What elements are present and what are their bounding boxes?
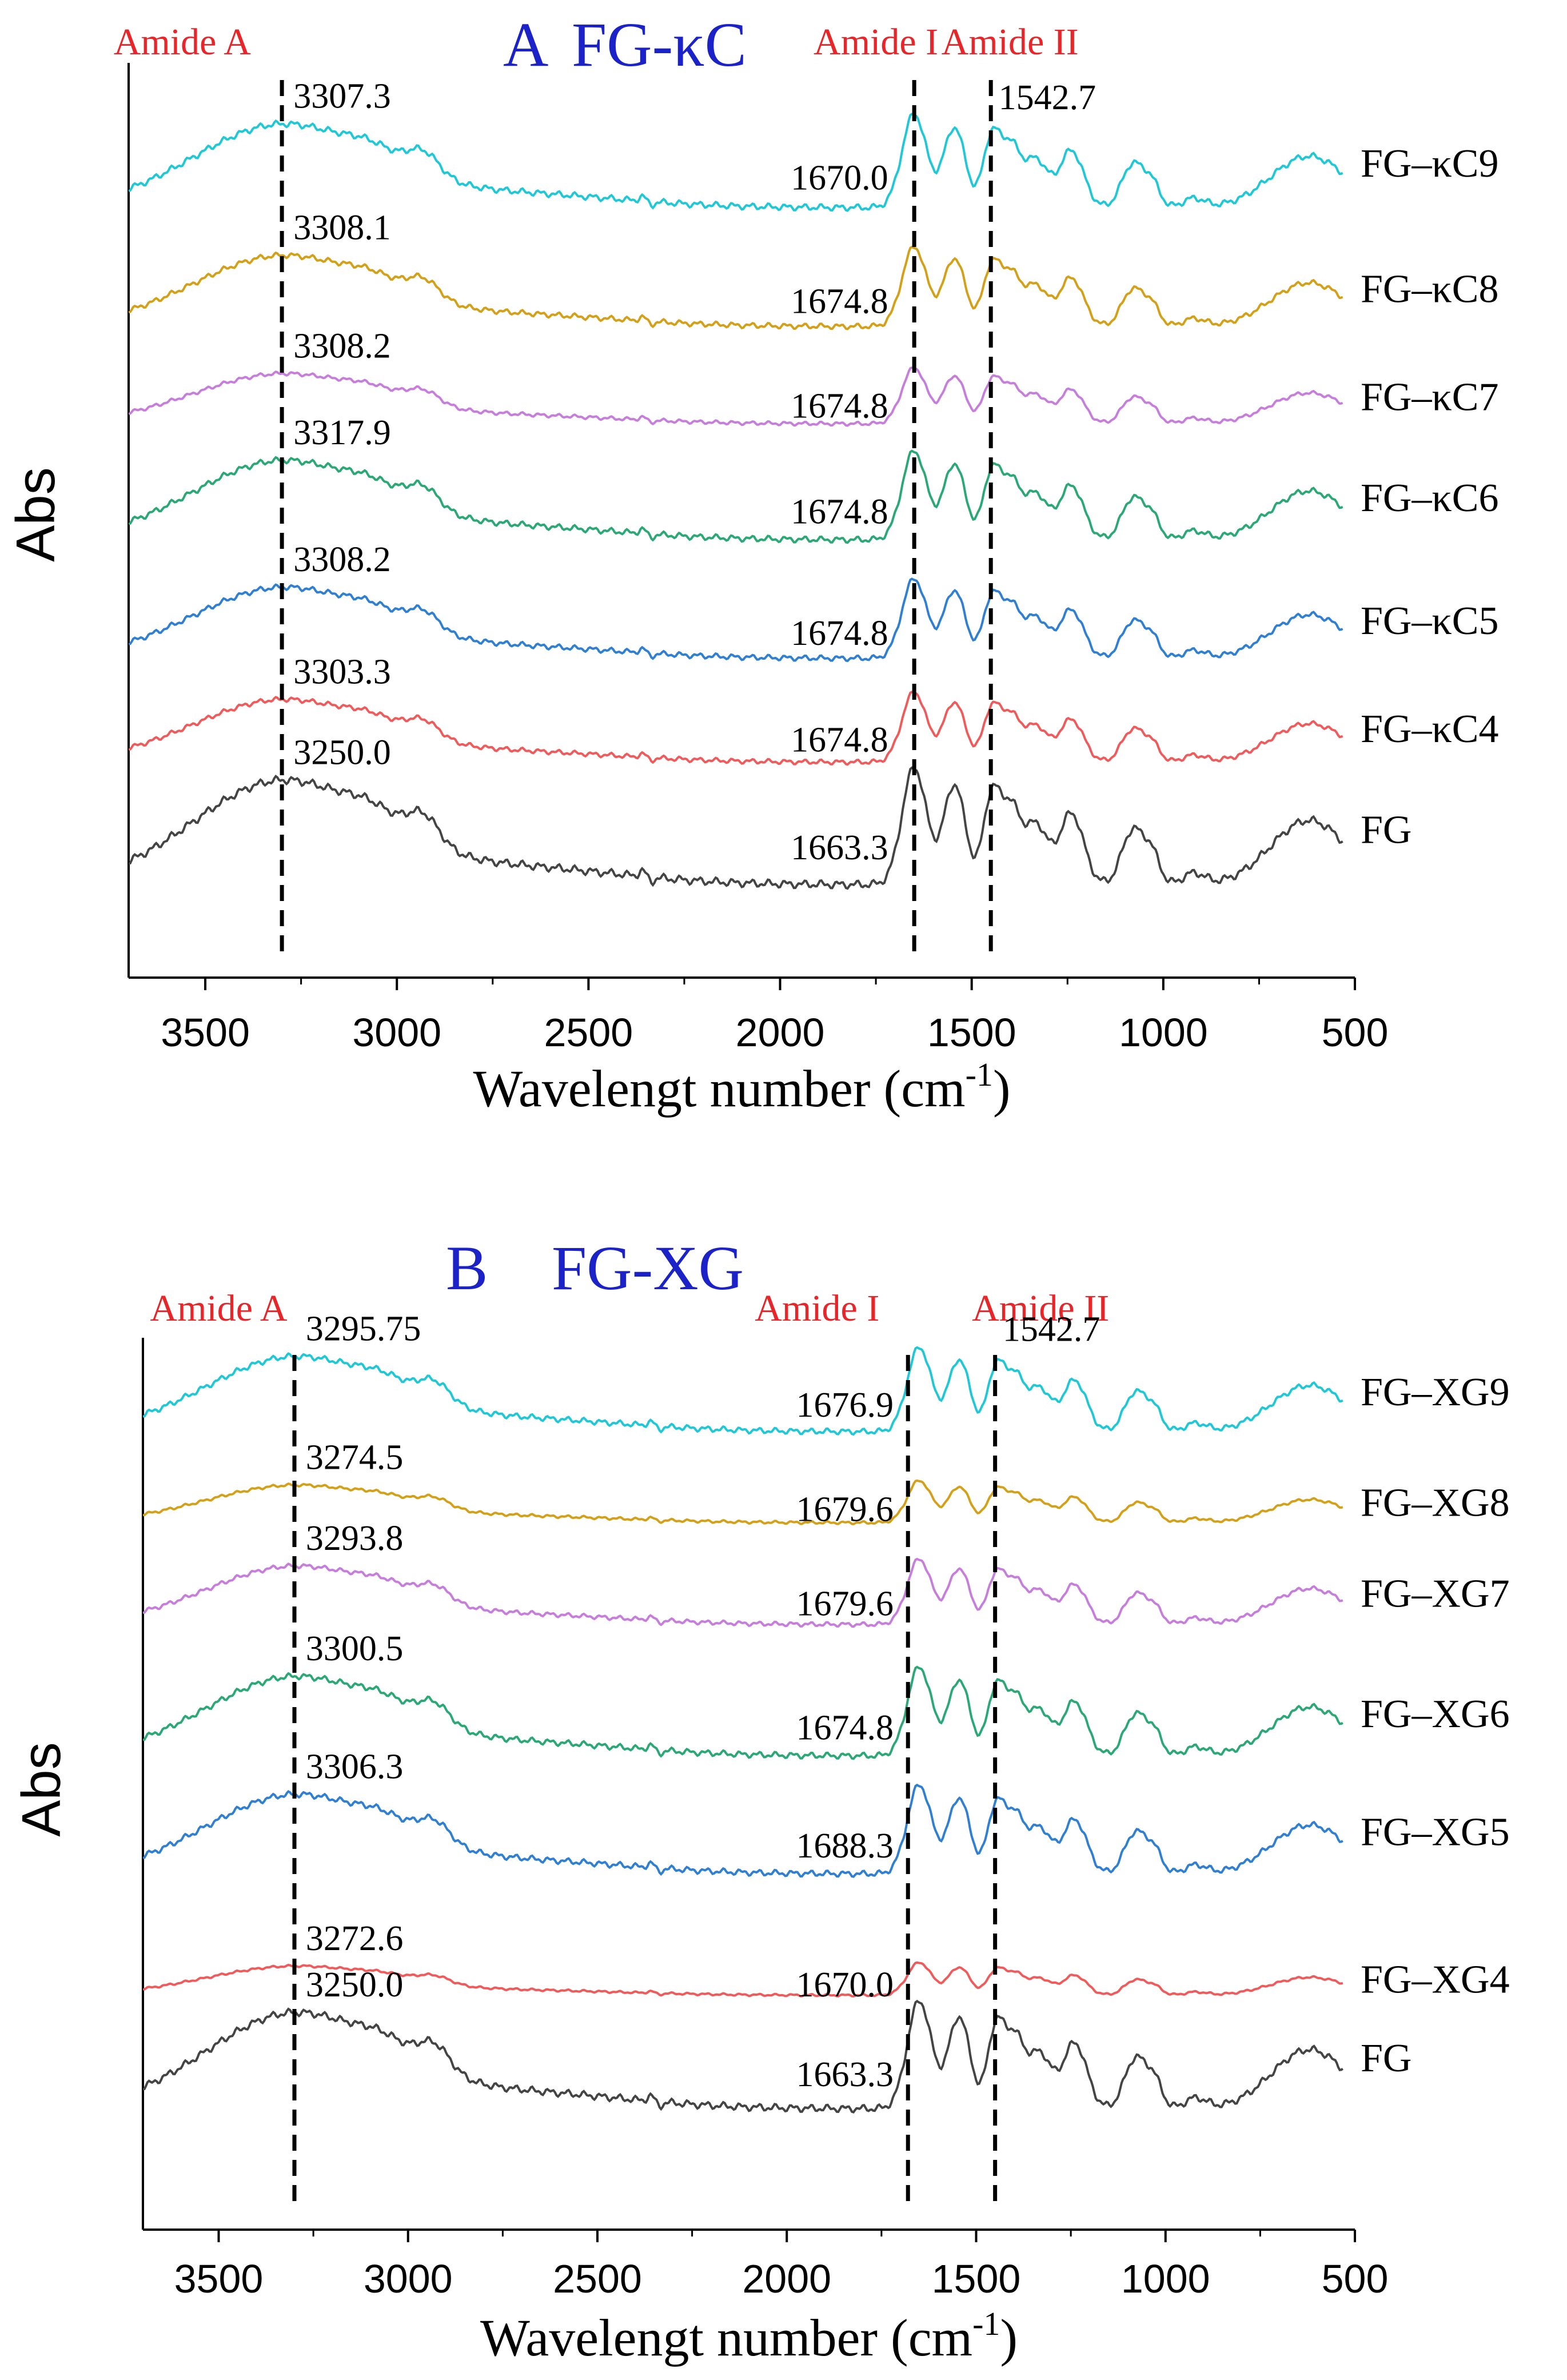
series-label: FG–XG5 <box>1361 1811 1510 1855</box>
series-line <box>142 1999 1343 2114</box>
series-label: FG–κC4 <box>1361 707 1498 751</box>
series-label: FG–κC6 <box>1361 476 1498 520</box>
amide-a-value: 3250.0 <box>293 733 391 772</box>
panel-letter: A <box>503 10 548 79</box>
series-line <box>128 691 1343 766</box>
x-tick-label: 2500 <box>553 2257 642 2301</box>
amide-i-value: 1670.0 <box>796 1966 894 2004</box>
amide-a-value: 3317.9 <box>293 413 391 452</box>
series-line <box>128 449 1343 544</box>
amide-label: Amide I <box>814 21 938 63</box>
series-label: FG <box>1361 2036 1412 2080</box>
amide-ii-value: 1542.7 <box>1003 1310 1101 1349</box>
amide-a-value: 3293.8 <box>306 1519 404 1558</box>
amide-a-value: 3306.3 <box>306 1748 404 1787</box>
amide-ii-value: 1542.7 <box>999 78 1096 117</box>
x-tick-label: 500 <box>1322 2257 1389 2301</box>
series-line <box>128 577 1343 663</box>
series-line <box>142 1479 1343 1525</box>
amide-a-value: 3272.6 <box>306 1919 404 1958</box>
x-tick-label: 2500 <box>544 1010 633 1055</box>
x-tick-label: 3500 <box>174 2257 264 2301</box>
x-tick-label: 3000 <box>364 2257 453 2301</box>
series-label: FG <box>1361 808 1412 852</box>
y-axis-label: Abs <box>11 1742 72 1836</box>
series-label: FG–XG8 <box>1361 1481 1510 1525</box>
amide-i-value: 1674.8 <box>791 492 888 531</box>
x-tick-label: 1000 <box>1119 1010 1208 1055</box>
amide-i-value: 1674.8 <box>791 386 888 425</box>
amide-a-value: 3303.3 <box>293 652 391 691</box>
amide-i-value: 1674.8 <box>791 721 888 760</box>
amide-a-value: 3274.5 <box>306 1438 404 1477</box>
series-line <box>142 1783 1343 1878</box>
series-line <box>142 1961 1343 1998</box>
series-label: FG–XG4 <box>1361 1958 1510 2002</box>
amide-a-value: 3308.1 <box>293 209 391 248</box>
amide-label: Amide I <box>755 1287 879 1329</box>
amide-a-value: 3307.3 <box>293 77 391 116</box>
series-label: FG–XG7 <box>1361 1572 1510 1616</box>
series-label: FG–XG9 <box>1361 1370 1510 1414</box>
panel-a: 3500 3000 2500 2000 1500 1000 500 Wavelengt num… <box>5 10 1498 1118</box>
x-tick-label: 2000 <box>736 1010 825 1055</box>
series-line <box>142 1665 1343 1760</box>
x-tick-label: 500 <box>1322 1010 1389 1055</box>
amide-i-value: 1674.8 <box>796 1708 894 1747</box>
series-line <box>128 366 1343 427</box>
amide-i-value: 1679.6 <box>796 1490 894 1529</box>
panel-letter: B <box>446 1233 488 1303</box>
x-tick-label: 1500 <box>927 1010 1016 1055</box>
panel-b: 3500 3000 2500 2000 1500 1000 500 Wavelengt num… <box>11 1233 1510 2367</box>
amide-label: Amide A <box>150 1287 287 1329</box>
amide-i-value: 1674.8 <box>791 614 888 653</box>
amide-label: Amide II <box>972 1287 1109 1329</box>
amide-a-value: 3250.0 <box>306 1966 404 2004</box>
series-label: FG–κC8 <box>1361 268 1498 312</box>
amide-label: Amide II <box>942 21 1079 63</box>
series-line <box>128 113 1343 212</box>
x-tick-label: 1000 <box>1121 2257 1210 2301</box>
amide-a-value: 3300.5 <box>306 1629 404 1668</box>
x-axis-label: Wavelengt number (cm-1) <box>480 2305 1018 2367</box>
amide-i-value: 1663.3 <box>791 828 888 867</box>
amide-i-value: 1676.9 <box>796 1386 894 1425</box>
series-line <box>128 245 1343 330</box>
series-label: FG–κC9 <box>1361 142 1498 186</box>
amide-i-value: 1670.0 <box>791 159 888 198</box>
series-label: FG–κC7 <box>1361 376 1498 420</box>
y-axis-label: Abs <box>5 467 66 561</box>
amide-i-value: 1663.3 <box>796 2055 894 2094</box>
amide-i-value: 1688.3 <box>796 1827 894 1865</box>
x-tick-label: 3500 <box>161 1010 250 1055</box>
x-tick-label: 1500 <box>932 2257 1021 2301</box>
x-axis-label: Wavelengt number (cm-1) <box>473 1056 1010 1118</box>
series-label: FG–κC5 <box>1361 599 1498 643</box>
amide-i-value: 1679.6 <box>796 1585 894 1624</box>
amide-i-value: 1674.8 <box>791 282 888 321</box>
series-label: FG–XG6 <box>1361 1692 1510 1736</box>
amide-a-value: 3308.2 <box>293 540 391 579</box>
x-tick-label: 3000 <box>352 1010 441 1055</box>
amide-a-value: 3308.2 <box>293 326 391 365</box>
panel-title: FG-XG <box>552 1233 744 1303</box>
series-line <box>128 766 1343 890</box>
panel-title: FG-κC <box>572 10 747 79</box>
amide-label: Amide A <box>114 21 251 63</box>
x-tick-label: 2000 <box>742 2257 831 2301</box>
series-line <box>142 1557 1343 1628</box>
series-line <box>142 1346 1343 1436</box>
amide-a-value: 3295.75 <box>306 1309 421 1348</box>
